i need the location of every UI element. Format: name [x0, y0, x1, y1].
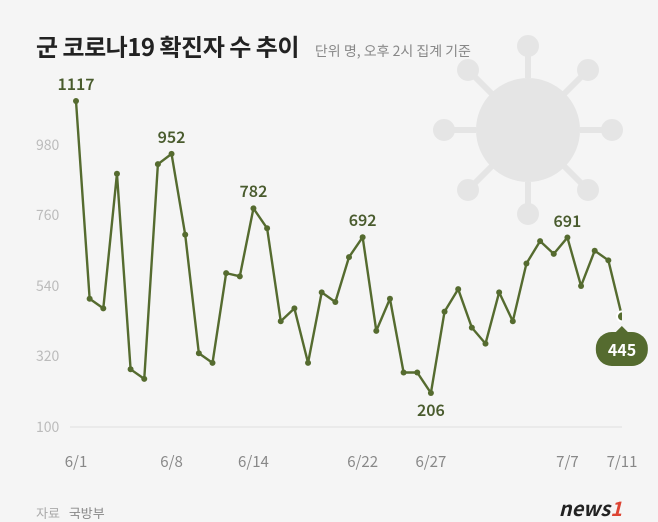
x-tick-label: 6/8: [160, 451, 183, 472]
source-label: 자료: [36, 503, 60, 522]
y-tick-label: 540: [36, 276, 59, 296]
trough-label: 206: [417, 397, 445, 421]
peak-label: 952: [158, 124, 186, 148]
x-axis: 6/16/86/146/226/277/77/11: [36, 447, 622, 477]
x-tick-label: 6/22: [347, 451, 378, 472]
x-tick-label: 7/11: [607, 451, 638, 472]
y-tick-label: 980: [36, 135, 59, 155]
chart-area: 1003205407609801117952782692206691445: [36, 81, 622, 441]
x-tick-label: 7/7: [556, 451, 579, 472]
x-tick-label: 6/14: [238, 451, 269, 472]
x-tick-label: 6/27: [415, 451, 446, 472]
data-source: 자료 국방부: [36, 503, 105, 522]
y-tick-label: 760: [36, 205, 59, 225]
x-tick-label: 6/1: [65, 451, 88, 472]
chart-title: 군 코로나19 확진자 수 추이: [36, 28, 299, 63]
y-tick-label: 320: [36, 346, 59, 366]
peak-label: 692: [349, 207, 377, 231]
line-chart-svg: [36, 81, 622, 441]
end-value-badge: 445: [596, 332, 648, 366]
peak-label: 691: [553, 208, 581, 232]
peak-label: 782: [240, 178, 268, 202]
y-tick-label: 100: [36, 417, 59, 437]
source-value: 국방부: [69, 503, 105, 522]
peak-label: 1117: [57, 71, 94, 95]
